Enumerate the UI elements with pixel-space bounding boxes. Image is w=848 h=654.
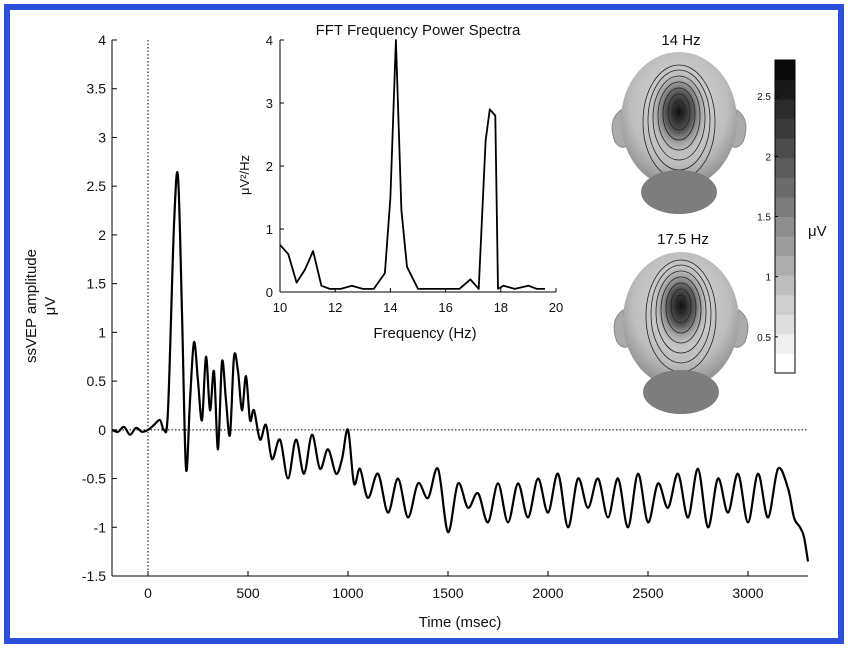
neck: [643, 370, 719, 414]
y-ticks: -1.5 -1 -0.5 0 0.5 1 1.5 2 2.5 3 3.5 4: [82, 32, 117, 584]
y-tick-label: 3.5: [87, 81, 107, 97]
y-tick-label: 2.5: [87, 178, 107, 194]
colorbar-steps: [775, 60, 795, 374]
x-tick-label: 2500: [632, 585, 663, 601]
y-tick-label: 1: [98, 324, 106, 340]
colorbar-step: [775, 216, 795, 237]
y-tick-label: 3: [98, 129, 106, 145]
topomap-17-5hz: [613, 252, 749, 414]
colorbar-step: [775, 275, 795, 296]
inset-y-tick-label: 0: [266, 285, 273, 300]
x-tick-label: 0: [144, 585, 152, 601]
y-tick-label: 1.5: [87, 276, 107, 292]
y-tick-label: -1.5: [82, 568, 106, 584]
colorbar-ticks: 0.5 1 1.5 2 2.5: [757, 92, 778, 344]
y-axis-label: ssVEP amplitude: [23, 249, 40, 363]
y-tick-label: 4: [98, 32, 106, 48]
colorbar-step: [775, 60, 795, 81]
y-tick-label: 0: [98, 422, 106, 438]
colorbar: 0.5 1 1.5 2 2.5: [757, 59, 796, 374]
x-tick-label: 1000: [332, 585, 363, 601]
y-axis-unit: μV: [42, 297, 59, 316]
ssvep-trace: [111, 171, 810, 562]
x-tick-label: 500: [236, 585, 260, 601]
inset-y-tick-label: 3: [266, 96, 273, 111]
colorbar-step: [775, 353, 795, 374]
inset-x-tick-label: 10: [273, 300, 287, 315]
inset-x-axis-label: Frequency (Hz): [373, 325, 476, 342]
colorbar-step: [775, 196, 795, 217]
colorbar-tick-label: 1.5: [757, 213, 771, 224]
colorbar-step: [775, 294, 795, 315]
inset-x-tick-label: 20: [549, 300, 563, 315]
inset-y-tick-label: 2: [266, 159, 273, 174]
inset-y-ticks: 0 1 2 3 4: [266, 33, 284, 300]
colorbar-step: [775, 314, 795, 335]
colorbar-unit-label: μV: [808, 223, 827, 240]
inset-y-tick-label: 1: [266, 222, 273, 237]
inset-y-axis-label: μV²/Hz: [237, 155, 252, 195]
y-tick-label: -1: [94, 519, 107, 535]
colorbar-step: [775, 236, 795, 257]
colorbar-tick-label: 1: [765, 273, 771, 284]
colorbar-tick-label: 0.5: [757, 333, 771, 344]
inset-x-tick-label: 16: [438, 300, 452, 315]
fft-spectrum-trace: [279, 39, 545, 290]
inset-x-tick-label: 18: [494, 300, 508, 315]
topomap-14hz-label: 14 Hz: [661, 32, 700, 49]
neck: [641, 170, 717, 214]
inset-x-tick-label: 12: [328, 300, 342, 315]
y-tick-label: -0.5: [82, 471, 106, 487]
colorbar-step: [775, 118, 795, 139]
colorbar-step: [775, 138, 795, 159]
y-tick-label: 0.5: [87, 373, 107, 389]
colorbar-step: [775, 79, 795, 100]
activation-hotspot: [647, 66, 711, 158]
inset-background: [280, 36, 556, 294]
colorbar-step: [775, 255, 795, 276]
x-tick-label: 2000: [532, 585, 563, 601]
inset-y-tick-label: 4: [266, 33, 273, 48]
colorbar-step: [775, 333, 795, 354]
y-tick-label: 2: [98, 227, 106, 243]
topomap-17-5hz-label: 17.5 Hz: [657, 231, 709, 248]
x-ticks: 0 500 1000 1500 2000 2500 3000: [144, 571, 764, 601]
x-tick-label: 3000: [732, 585, 763, 601]
inset-x-ticks: 10 12 14 16 18 20: [273, 288, 563, 315]
colorbar-tick-label: 2.5: [757, 92, 771, 103]
topomap-14hz: [611, 52, 747, 214]
main-axes: -1.5 -1 -0.5 0 0.5 1 1.5 2 2.5 3 3.5 4 0 500 1000 1500…: [82, 32, 810, 601]
inset-title: FFT Frequency Power Spectra: [316, 22, 521, 39]
colorbar-tick-label: 2: [765, 152, 771, 163]
colorbar-step: [775, 177, 795, 198]
activation-hotspot: [651, 262, 711, 350]
x-tick-label: 1500: [432, 585, 463, 601]
x-axis-label: Time (msec): [419, 614, 502, 631]
colorbar-step: [775, 99, 795, 120]
colorbar-step: [775, 157, 795, 178]
inset-x-tick-label: 14: [383, 300, 397, 315]
